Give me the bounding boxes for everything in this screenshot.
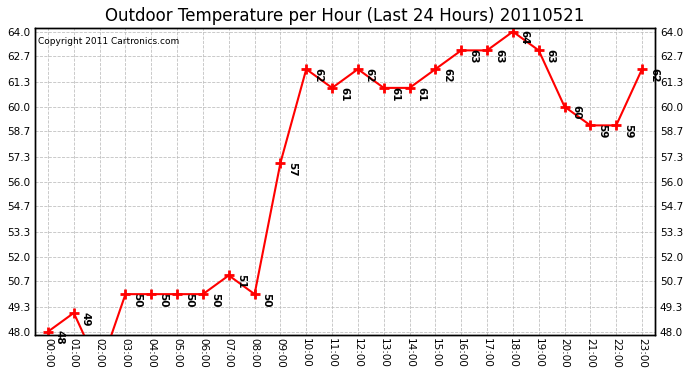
Text: 50: 50 <box>184 293 194 307</box>
Text: 62: 62 <box>313 68 323 82</box>
Text: 63: 63 <box>546 49 555 63</box>
Text: 64: 64 <box>520 30 530 45</box>
Text: 62: 62 <box>442 68 453 82</box>
Text: 62: 62 <box>649 68 659 82</box>
Text: 63: 63 <box>494 49 504 63</box>
Text: 50: 50 <box>210 293 220 307</box>
Text: 50: 50 <box>158 293 168 307</box>
Text: 49: 49 <box>81 312 91 326</box>
Text: 61: 61 <box>417 87 426 101</box>
Text: Copyright 2011 Cartronics.com: Copyright 2011 Cartronics.com <box>38 37 179 46</box>
Text: 57: 57 <box>287 162 297 176</box>
Text: 48: 48 <box>55 330 65 345</box>
Text: 61: 61 <box>391 87 401 101</box>
Text: 59: 59 <box>598 124 607 138</box>
Text: 60: 60 <box>571 105 582 120</box>
Text: 61: 61 <box>339 87 349 101</box>
Text: 51: 51 <box>236 274 246 288</box>
Text: 50: 50 <box>262 293 272 307</box>
Text: 50: 50 <box>132 293 142 307</box>
Text: 63: 63 <box>469 49 478 63</box>
Text: 59: 59 <box>623 124 633 138</box>
Text: 46: 46 <box>0 374 1 375</box>
Text: 62: 62 <box>365 68 375 82</box>
Title: Outdoor Temperature per Hour (Last 24 Hours) 20110521: Outdoor Temperature per Hour (Last 24 Ho… <box>106 7 584 25</box>
